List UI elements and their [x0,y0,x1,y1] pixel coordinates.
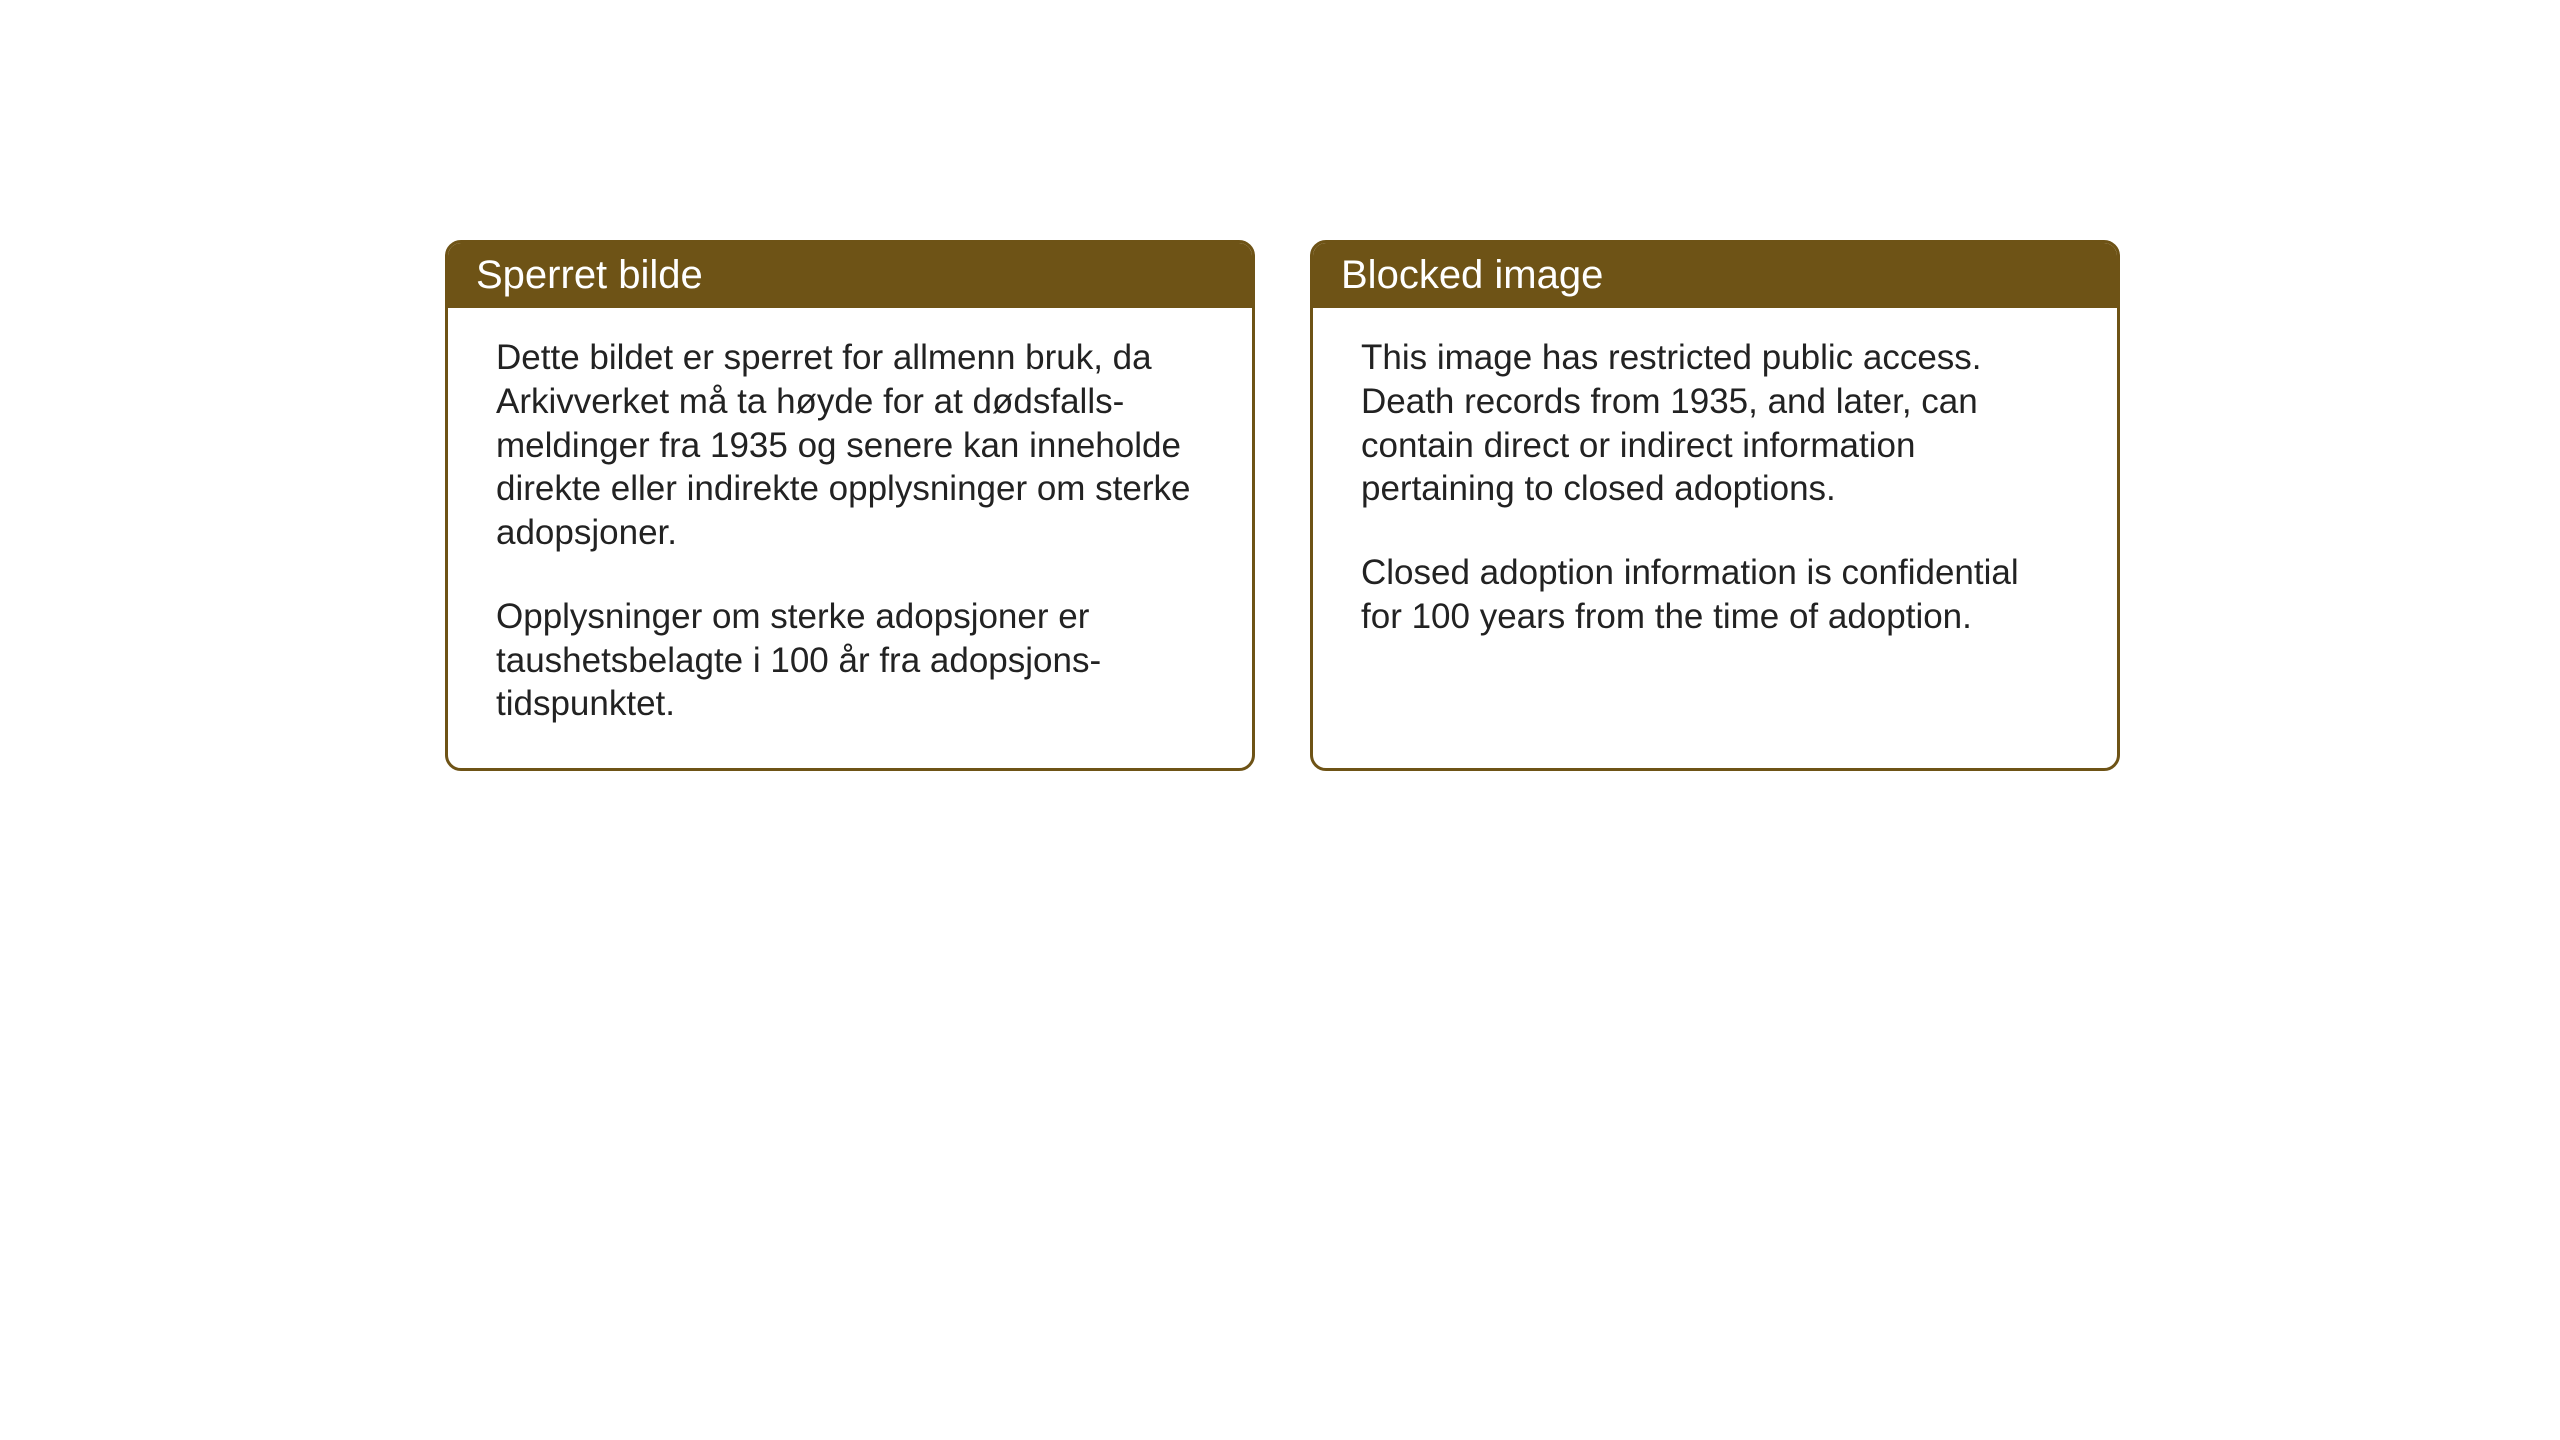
card-body-english: This image has restricted public access.… [1313,308,2117,681]
paragraph-norwegian-2: Opplysninger om sterke adopsjoner er tau… [496,595,1204,726]
paragraph-english-1: This image has restricted public access.… [1361,336,2069,511]
notice-container: Sperret bilde Dette bildet er sperret fo… [445,240,2120,771]
notice-card-english: Blocked image This image has restricted … [1310,240,2120,771]
card-body-norwegian: Dette bildet er sperret for allmenn bruk… [448,308,1252,768]
paragraph-english-2: Closed adoption information is confident… [1361,551,2069,639]
notice-card-norwegian: Sperret bilde Dette bildet er sperret fo… [445,240,1255,771]
card-header-english: Blocked image [1313,243,2117,308]
paragraph-norwegian-1: Dette bildet er sperret for allmenn bruk… [496,336,1204,555]
card-header-norwegian: Sperret bilde [448,243,1252,308]
